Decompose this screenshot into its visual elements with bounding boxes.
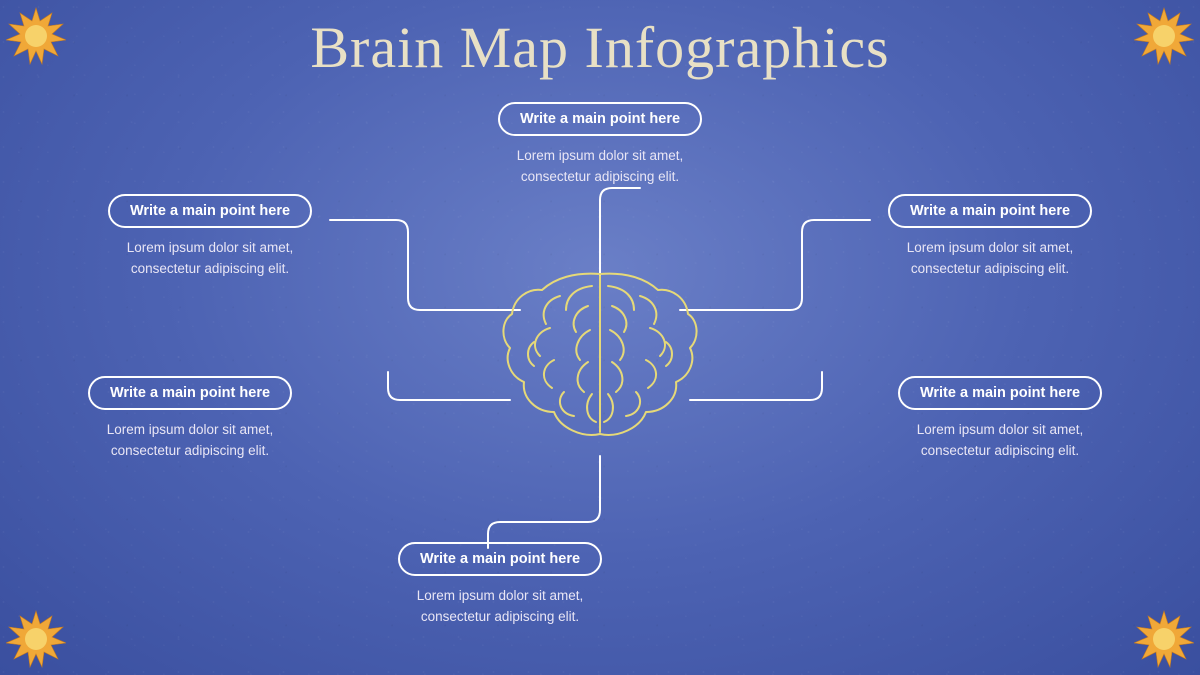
node-left-lower-desc: Lorem ipsum dolor sit amet, consectetur … (60, 420, 320, 462)
node-right-upper-desc: Lorem ipsum dolor sit amet, consectetur … (860, 238, 1120, 280)
brain-icon (500, 266, 700, 446)
node-right-upper: Write a main point here Lorem ipsum dolo… (860, 194, 1120, 280)
sun-icon (6, 609, 66, 669)
node-left-lower-label: Write a main point here (88, 376, 292, 410)
node-bottom: Write a main point here Lorem ipsum dolo… (370, 542, 630, 628)
node-right-upper-label: Write a main point here (888, 194, 1092, 228)
node-bottom-label: Write a main point here (398, 542, 602, 576)
sun-icon (1134, 609, 1194, 669)
node-right-lower-desc: Lorem ipsum dolor sit amet, consectetur … (870, 420, 1130, 462)
node-bottom-desc: Lorem ipsum dolor sit amet, consectetur … (370, 586, 630, 628)
node-left-upper-desc: Lorem ipsum dolor sit amet, consectetur … (80, 238, 340, 280)
page-title: Brain Map Infographics (0, 14, 1200, 81)
node-right-lower-label: Write a main point here (898, 376, 1102, 410)
node-top-desc: Lorem ipsum dolor sit amet, consectetur … (470, 146, 730, 188)
node-top: Write a main point here Lorem ipsum dolo… (470, 102, 730, 188)
node-left-upper: Write a main point here Lorem ipsum dolo… (80, 194, 340, 280)
node-left-upper-label: Write a main point here (108, 194, 312, 228)
node-right-lower: Write a main point here Lorem ipsum dolo… (870, 376, 1130, 462)
node-left-lower: Write a main point here Lorem ipsum dolo… (60, 376, 320, 462)
node-top-label: Write a main point here (498, 102, 702, 136)
